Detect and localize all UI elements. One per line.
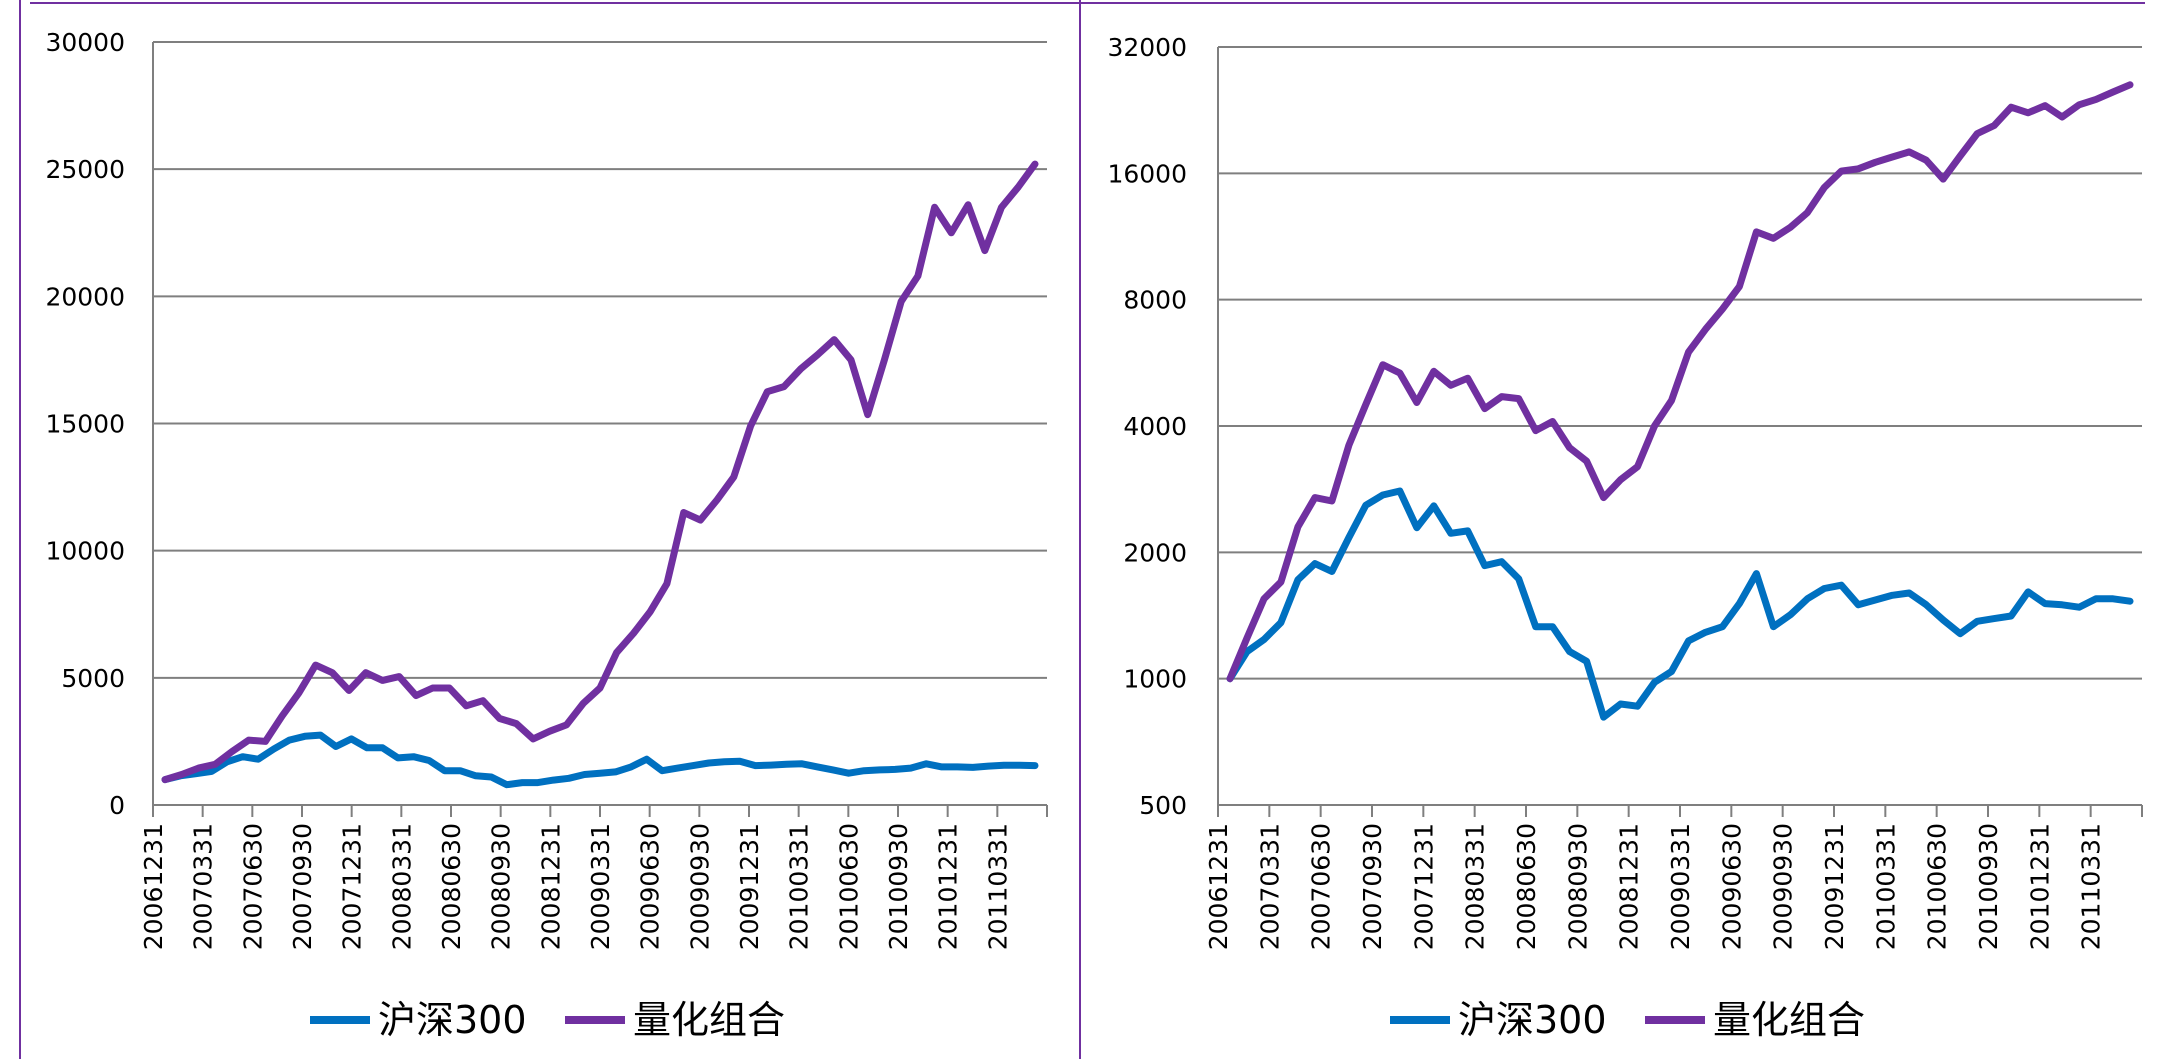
legend-label: 沪深300 xyxy=(1458,998,1607,1042)
y-tick-label: 0 xyxy=(109,791,125,820)
legend-label: 量化组合 xyxy=(633,998,785,1042)
x-tick-label: 20100930 xyxy=(884,823,913,950)
y-tick-label: 4000 xyxy=(1123,412,1187,441)
x-tick-label: 20080331 xyxy=(387,823,416,950)
x-tick-label: 20101231 xyxy=(2025,823,2054,950)
x-tick-label: 20091231 xyxy=(1820,823,1849,950)
x-tick-label: 20100930 xyxy=(1974,823,2003,950)
x-tick-label: 20080331 xyxy=(1461,823,1490,950)
y-tick-label: 2000 xyxy=(1123,538,1187,567)
x-tick-label: 20090331 xyxy=(1666,823,1695,950)
x-tick-label: 20080930 xyxy=(1563,823,1592,950)
x-tick-label: 20090930 xyxy=(1769,823,1798,950)
x-tick-label: 20100630 xyxy=(834,823,863,950)
x-tick-label: 20081231 xyxy=(536,823,565,950)
x-tick-label: 20071231 xyxy=(1409,823,1438,950)
series-line-hs300 xyxy=(1226,487,2134,721)
x-tick-label: 20081231 xyxy=(1615,823,1644,950)
y-tick-label: 8000 xyxy=(1123,286,1187,315)
x-tick-label: 20091231 xyxy=(735,823,764,950)
x-tick-label: 20100331 xyxy=(785,823,814,950)
y-tick-label: 16000 xyxy=(1107,159,1187,188)
y-tick-label: 15000 xyxy=(45,410,125,439)
y-tick-label: 30000 xyxy=(45,28,125,57)
x-tick-label: 20080930 xyxy=(487,823,516,950)
x-tick-label: 20061231 xyxy=(1204,823,1233,950)
series-line-quant-portfolio xyxy=(1226,81,2134,683)
x-tick-label: 20070930 xyxy=(1358,823,1387,950)
legend-label: 沪深300 xyxy=(378,998,527,1042)
y-tick-label: 25000 xyxy=(45,155,125,184)
x-tick-label: 20090630 xyxy=(1717,823,1746,950)
x-tick-label: 20080630 xyxy=(437,823,466,950)
x-tick-label: 20070630 xyxy=(1307,823,1336,950)
right-chart: 500 1000 2000 4000 8000 16000 32000 20061231 200… xyxy=(1107,33,2143,1042)
x-tick-label: 20061231 xyxy=(139,823,168,950)
x-tick-label: 20090331 xyxy=(586,823,615,950)
x-tick-label: 20090630 xyxy=(636,823,665,950)
x-tick-label: 20110331 xyxy=(2077,823,2106,950)
x-tick-label: 20070331 xyxy=(1255,823,1284,950)
x-tick-label: 20070630 xyxy=(238,823,267,950)
x-tick-label: 20070331 xyxy=(189,823,218,950)
series-line-hs300 xyxy=(161,731,1039,789)
legend-label: 量化组合 xyxy=(1713,998,1865,1042)
y-tick-label: 5000 xyxy=(61,664,125,693)
x-tick-label: 20090930 xyxy=(685,823,714,950)
x-tick-label: 20101231 xyxy=(934,823,963,950)
x-tick-label: 20100331 xyxy=(1871,823,1900,950)
y-tick-label: 20000 xyxy=(45,282,125,311)
x-tick-label: 20080630 xyxy=(1512,823,1541,950)
x-tick-label: 20110331 xyxy=(983,823,1012,950)
x-tick-label: 20071231 xyxy=(338,823,367,950)
series-line-quant-portfolio xyxy=(161,160,1039,784)
x-tick-label: 20070930 xyxy=(288,823,317,950)
y-tick-label: 10000 xyxy=(45,537,125,566)
y-tick-label: 1000 xyxy=(1123,665,1187,694)
x-tick-label: 20100630 xyxy=(1923,823,1952,950)
left-chart: 0 5000 10000 15000 20000 25000 30000 20061231 20… xyxy=(45,28,1048,1042)
y-tick-label: 500 xyxy=(1139,791,1187,820)
y-tick-label: 32000 xyxy=(1107,33,1187,62)
